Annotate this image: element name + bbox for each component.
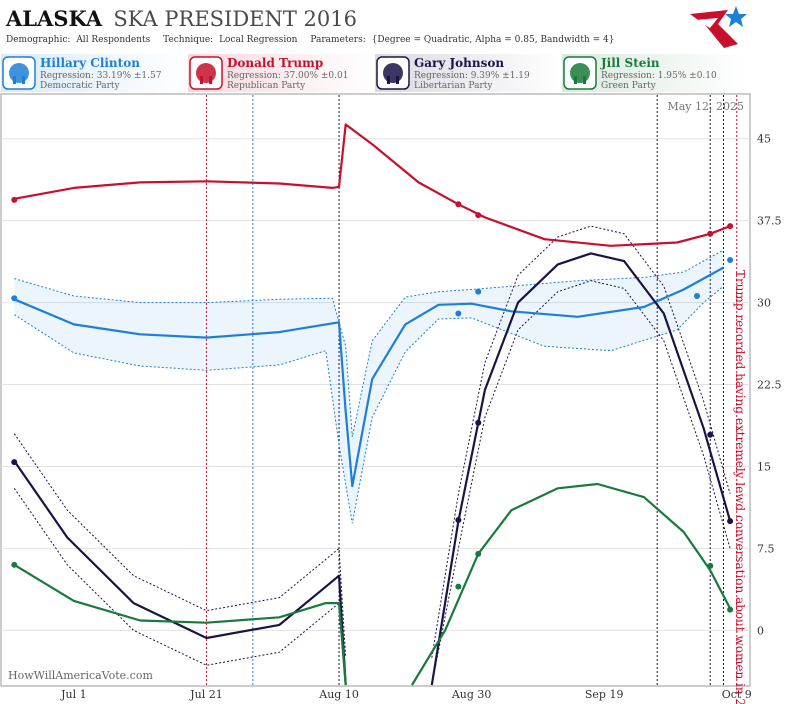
candidate-regression: Regression: 33.19% ±1.57: [40, 71, 162, 81]
donald-trump-poll-point: [11, 196, 18, 203]
site-logo-icon: [690, 6, 747, 48]
x-tick-label: Jul 21: [189, 688, 223, 701]
gary-johnson-line: [13, 460, 347, 686]
elephant-icon: [189, 56, 223, 90]
jill-stein-line: [13, 563, 347, 686]
donkey-icon: [2, 56, 36, 90]
jill-stein-poll-point: [11, 561, 18, 568]
x-tick-label: Sep 19: [585, 688, 624, 701]
candidate-regression: Regression: 9.39% ±1.19: [414, 71, 530, 81]
green-flower-icon: [563, 56, 597, 90]
y-axis-ticks: 45 37.5 30 22.5 15 7.5 0: [757, 133, 782, 638]
technique-value: Local Regression: [219, 35, 298, 45]
johnson-band-lower: [13, 488, 347, 686]
header: ALASKA SKA PRESIDENT 2016 Demographic: A…: [5, 6, 747, 48]
clinton-confidence-band: [14, 250, 724, 524]
hillary-clinton-poll-point: [455, 310, 462, 317]
demographic-value: All Respondents: [75, 35, 150, 45]
grid-lines: [1, 138, 750, 631]
plot-frame: [0, 93, 751, 687]
parameters-label: Parameters:: [310, 35, 365, 45]
liberty-statue-icon: [376, 56, 410, 90]
hillary-clinton-line: [13, 266, 725, 488]
candidate-name: Donald Trump: [227, 56, 323, 70]
candidate-name: Hillary Clinton: [40, 56, 140, 70]
x-tick-label: Aug 10: [318, 688, 359, 701]
y-tick-label: 7.5: [757, 542, 775, 555]
candidate-party: Green Party: [601, 81, 657, 91]
event-annotation: Trump recorded having extremely lewd con…: [733, 270, 747, 704]
technique-label: Technique:: [163, 35, 213, 45]
jill-stein-poll-point: [455, 583, 462, 590]
svg-text:Demographic: All Respond: Demographic: All Respondents Technique: …: [6, 35, 614, 45]
y-tick-label: 37.5: [757, 215, 782, 228]
donald-trump-poll-point: [727, 223, 734, 230]
y-tick-label: 0: [757, 624, 764, 637]
donald-trump-line: [14, 123, 731, 247]
donald-trump-poll-point: [475, 212, 482, 219]
candidate-party: Libertarian Party: [414, 81, 493, 91]
candidate-name: Jill Stein: [600, 56, 660, 70]
candidate-party: Republican Party: [227, 81, 306, 91]
x-tick-label: Aug 30: [451, 688, 492, 701]
parameters-value: {Degree = Quadratic, Alpha = 0.85, Bandw…: [372, 35, 615, 45]
y-tick-label: 15: [757, 460, 771, 473]
gary-johnson-line-2: [430, 252, 732, 686]
series-points: [11, 196, 734, 613]
svg-text:ALASKA SKA PRESIDENT 201: ALASKA SKA PRESIDENT 2016: [5, 6, 357, 31]
hillary-clinton-poll-point: [475, 288, 482, 295]
johnson-band-upper: [13, 433, 347, 658]
hillary-clinton-poll-point: [727, 256, 734, 263]
title-state: ALASKA: [5, 6, 103, 31]
gary-johnson-poll-point: [11, 459, 18, 466]
gary-johnson-poll-point: [727, 518, 734, 525]
donald-trump-poll-point: [707, 230, 714, 237]
x-tick-label: Oct 9: [722, 688, 752, 701]
y-tick-label: 30: [757, 297, 771, 310]
footer-credit: HowWillAmericaVote.com: [8, 669, 153, 682]
title-rest: SKA PRESIDENT 2016: [113, 7, 357, 31]
johnson-band-lower: [431, 280, 731, 686]
candidate-name: Gary Johnson: [414, 56, 504, 70]
gary-johnson-poll-point: [455, 517, 462, 524]
confidence-bands: [13, 225, 731, 686]
x-tick-label: Jul 1: [60, 688, 87, 701]
donald-trump-poll-point: [455, 201, 462, 208]
hillary-clinton-poll-point: [693, 293, 700, 300]
jill-stein-poll-point: [707, 562, 714, 569]
y-tick-label: 45: [757, 133, 771, 146]
jill-stein-poll-point: [475, 550, 482, 557]
jill-stein-poll-point: [727, 606, 734, 613]
clinton-band-upper: [14, 249, 724, 438]
series-lines: [13, 123, 732, 686]
candidate-regression: Regression: 1.95% ±0.10: [601, 71, 717, 81]
gary-johnson-poll-point: [707, 431, 714, 438]
gary-johnson-poll-point: [475, 419, 482, 426]
x-axis-ticks: Jul 1 Jul 21 Aug 10 Aug 30 Sep 19 Oct 9: [60, 688, 752, 701]
date-stamp: May 12, 2025: [667, 100, 744, 113]
candidate-party: Democratic Party: [40, 81, 121, 91]
y-tick-label: 22.5: [757, 379, 782, 392]
demographic-label: Demographic:: [6, 35, 70, 45]
clinton-band-lower: [14, 285, 724, 524]
candidate-regression: Regression: 37.00% ±0.01: [227, 71, 348, 81]
jill-stein-line-2: [411, 482, 732, 686]
hillary-clinton-poll-point: [11, 295, 18, 302]
johnson-band-upper: [431, 225, 731, 658]
